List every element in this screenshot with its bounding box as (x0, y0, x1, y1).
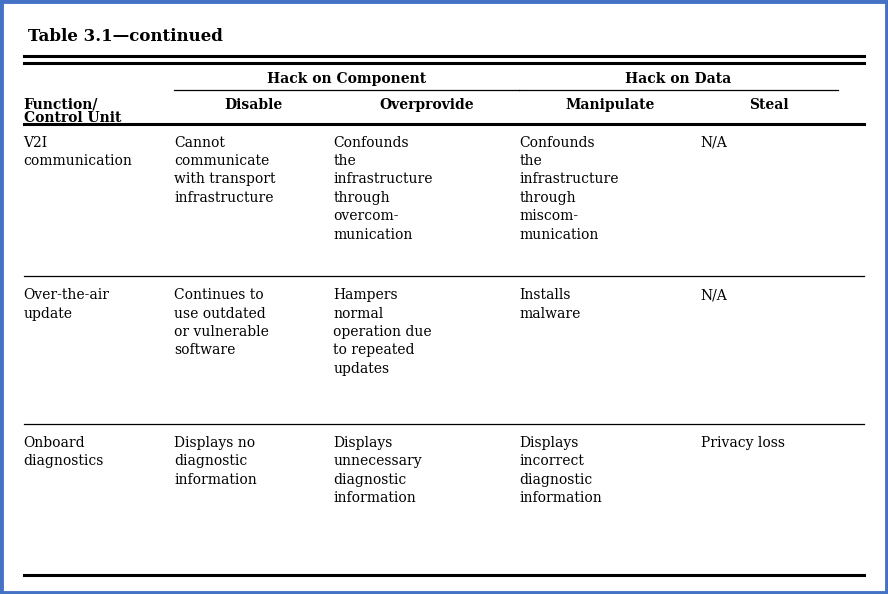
Text: N/A: N/A (701, 288, 727, 302)
Text: Confounds
the
infrastructure
through
miscom-
munication: Confounds the infrastructure through mis… (519, 135, 619, 242)
Text: Continues to
use outdated
or vulnerable
software: Continues to use outdated or vulnerable … (174, 288, 269, 358)
Text: Displays no
diagnostic
information: Displays no diagnostic information (174, 436, 257, 486)
Text: Confounds
the
infrastructure
through
overcom-
munication: Confounds the infrastructure through ove… (333, 135, 432, 242)
Text: Hack on Component: Hack on Component (267, 72, 426, 87)
Text: Manipulate: Manipulate (566, 98, 654, 112)
Text: Privacy loss: Privacy loss (701, 436, 785, 450)
Text: Over-the-air
update: Over-the-air update (23, 288, 109, 321)
Text: Displays
incorrect
diagnostic
information: Displays incorrect diagnostic informatio… (519, 436, 602, 505)
Text: Overprovide: Overprovide (379, 98, 473, 112)
Text: Function/: Function/ (23, 98, 98, 112)
Text: Installs
malware: Installs malware (519, 288, 581, 321)
Text: Hampers
normal
operation due
to repeated
updates: Hampers normal operation due to repeated… (333, 288, 432, 376)
Text: Disable: Disable (225, 98, 282, 112)
Text: Control Unit: Control Unit (23, 110, 121, 125)
Text: Table 3.1—continued: Table 3.1—continued (28, 28, 223, 45)
Text: Displays
unnecessary
diagnostic
information: Displays unnecessary diagnostic informat… (333, 436, 422, 505)
Text: V2I
communication: V2I communication (23, 135, 132, 168)
Text: Steal: Steal (749, 98, 789, 112)
Text: Onboard
diagnostics: Onboard diagnostics (23, 436, 104, 468)
Text: N/A: N/A (701, 135, 727, 150)
Text: Hack on Data: Hack on Data (625, 72, 732, 87)
Text: Cannot
communicate
with transport
infrastructure: Cannot communicate with transport infras… (174, 135, 275, 205)
